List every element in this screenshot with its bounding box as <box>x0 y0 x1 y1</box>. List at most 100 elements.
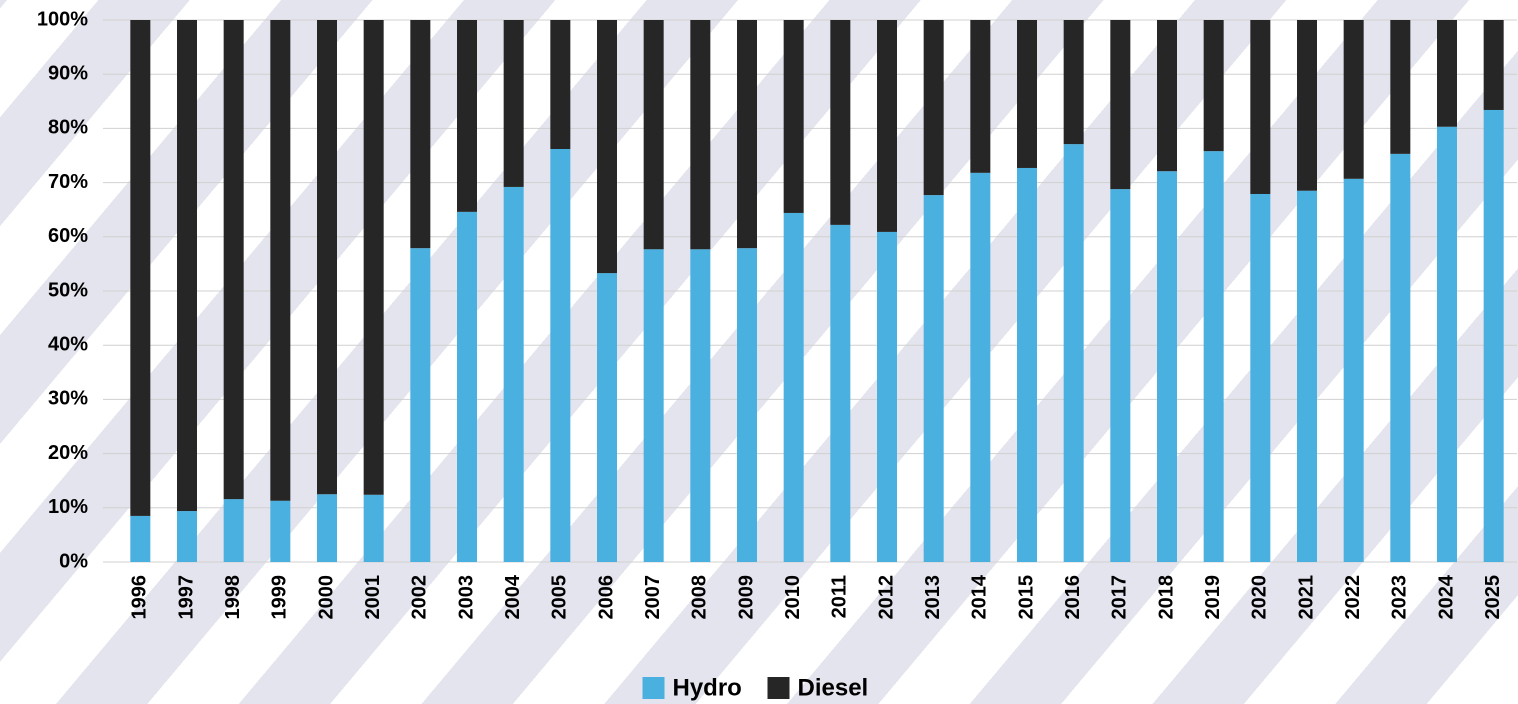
bar-segment <box>1203 20 1224 152</box>
y-tick-label: 60% <box>48 225 88 247</box>
legend-swatch <box>642 677 665 699</box>
bar-segment <box>690 249 711 563</box>
x-tick-label: 2020 <box>1249 575 1271 620</box>
bar-segment <box>737 20 757 249</box>
bar-segment <box>223 20 244 500</box>
bar-segment <box>923 20 944 196</box>
x-tick-label: 2004 <box>502 574 524 619</box>
bar-segment <box>1297 190 1317 563</box>
bar-segment <box>503 186 524 562</box>
x-tick-label: 2006 <box>595 575 617 620</box>
bar-segment <box>923 195 944 563</box>
x-tick-label: 2007 <box>642 575 664 620</box>
bar-segment <box>1390 20 1411 154</box>
bar-segment <box>1017 20 1037 168</box>
x-tick-label: 2016 <box>1062 575 1084 620</box>
x-tick-label: 2010 <box>782 575 804 620</box>
legend-swatch <box>767 677 790 699</box>
x-tick-label: 2024 <box>1435 574 1457 619</box>
bar-segment <box>1157 171 1177 562</box>
x-tick-label: 2018 <box>1155 575 1177 620</box>
y-tick-label: 0% <box>59 550 88 572</box>
x-tick-label: 1999 <box>269 575 291 620</box>
bar-segment <box>737 248 757 562</box>
bar-segment <box>457 20 477 212</box>
y-tick-label: 20% <box>48 442 88 464</box>
bar-segment <box>1437 126 1457 563</box>
bar-segment <box>877 20 897 232</box>
bar-segment <box>1110 20 1131 190</box>
bar-segment <box>130 515 151 562</box>
bar-segment <box>783 212 804 562</box>
x-tick-label: 2017 <box>1109 575 1131 620</box>
x-tick-label: 2012 <box>875 575 897 620</box>
bar-segment <box>270 500 291 562</box>
bar-segment <box>270 20 291 501</box>
bar-segment <box>690 20 711 250</box>
legend-label: Hydro <box>673 674 742 701</box>
bar-segment <box>317 20 337 495</box>
legend-label: Diesel <box>798 674 869 701</box>
y-tick-label: 80% <box>48 117 88 139</box>
bar-segment <box>1157 20 1177 172</box>
bar-segment <box>1063 144 1084 563</box>
bar-segment <box>1203 151 1224 562</box>
bar-segment <box>177 20 197 512</box>
bar-segment <box>550 20 571 149</box>
bar-segment <box>317 494 337 562</box>
bar-segment <box>1483 20 1504 110</box>
bar-segment <box>503 20 524 187</box>
bar-segment <box>1110 189 1131 562</box>
x-tick-label: 2014 <box>969 574 991 619</box>
x-tick-label: 1997 <box>175 575 197 620</box>
x-tick-label: 2011 <box>829 575 851 618</box>
bar-segment <box>1250 20 1271 194</box>
bar-segment <box>1250 193 1271 562</box>
bar-segment <box>130 20 151 516</box>
bar-segment <box>223 499 244 562</box>
x-tick-label: 2015 <box>1015 575 1037 620</box>
x-tick-label: 2002 <box>409 575 431 620</box>
y-tick-label: 90% <box>48 62 88 84</box>
x-tick-label: 2023 <box>1389 575 1411 620</box>
bar-segment <box>1483 109 1504 563</box>
bar-segment <box>410 248 431 562</box>
bar-segment <box>970 172 991 562</box>
bar-segment <box>1343 178 1364 562</box>
bar-segment <box>1343 20 1364 179</box>
x-tick-label: 2005 <box>549 575 571 620</box>
x-tick-label: 2019 <box>1202 575 1224 620</box>
y-tick-label: 30% <box>48 388 88 410</box>
x-tick-label: 2013 <box>922 575 944 620</box>
bar-segment <box>363 20 384 495</box>
x-tick-label: 2021 <box>1295 575 1317 620</box>
y-tick-label: 70% <box>48 171 88 193</box>
y-tick-label: 40% <box>48 333 88 355</box>
bar-segment <box>1063 20 1084 145</box>
bar-segment <box>783 20 804 213</box>
bar-segment <box>550 148 571 562</box>
bar-segment <box>830 224 851 562</box>
bar-segment <box>1017 167 1037 562</box>
x-tick-label: 1996 <box>129 575 151 620</box>
x-tick-label: 2001 <box>362 575 384 620</box>
x-tick-label: 2003 <box>455 575 477 620</box>
y-tick-label: 100% <box>37 8 88 30</box>
y-tick-label: 50% <box>48 279 88 301</box>
bar-segment <box>597 273 617 562</box>
x-tick-label: 1998 <box>222 575 244 620</box>
bar-segment <box>1390 153 1411 562</box>
x-tick-label: 2025 <box>1482 575 1504 620</box>
bar-segment <box>363 494 384 562</box>
bar-segment <box>1437 20 1457 127</box>
bar-segment <box>1297 20 1317 191</box>
x-tick-label: 2022 <box>1342 575 1364 620</box>
x-tick-label: 2000 <box>315 575 337 620</box>
bar-segment <box>643 249 664 563</box>
bar-segment <box>830 20 851 225</box>
bar-segment <box>177 511 197 562</box>
bar-segment <box>877 231 897 562</box>
bar-segment <box>410 20 431 249</box>
